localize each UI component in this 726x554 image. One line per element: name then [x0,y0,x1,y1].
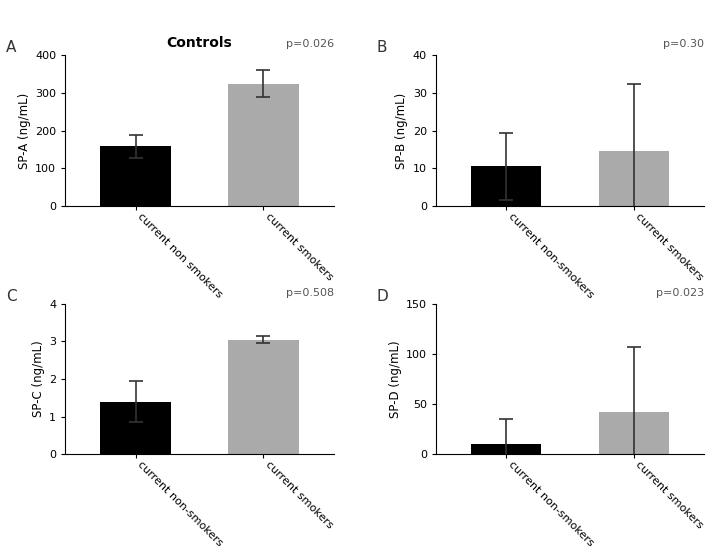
Bar [100,402,171,454]
Text: p=0.508: p=0.508 [285,288,334,297]
Y-axis label: SP-A (ng/mL): SP-A (ng/mL) [18,93,31,169]
Text: p=0.30: p=0.30 [664,39,704,49]
Y-axis label: SP-C (ng/mL): SP-C (ng/mL) [32,341,45,417]
Bar [100,146,171,206]
Bar [471,166,542,206]
Bar [228,340,298,454]
Bar [599,412,669,454]
Text: p=0.023: p=0.023 [656,288,704,297]
Bar [599,151,669,206]
Y-axis label: SP-B (ng/mL): SP-B (ng/mL) [396,93,409,169]
Bar [471,444,542,454]
Text: D: D [377,289,388,304]
Title: Controls: Controls [167,36,232,50]
Text: C: C [7,289,17,304]
Bar [228,84,298,206]
Text: p=0.026: p=0.026 [285,39,334,49]
Text: A: A [7,40,17,55]
Y-axis label: SP-D (ng/mL): SP-D (ng/mL) [388,340,401,418]
Text: B: B [377,40,387,55]
